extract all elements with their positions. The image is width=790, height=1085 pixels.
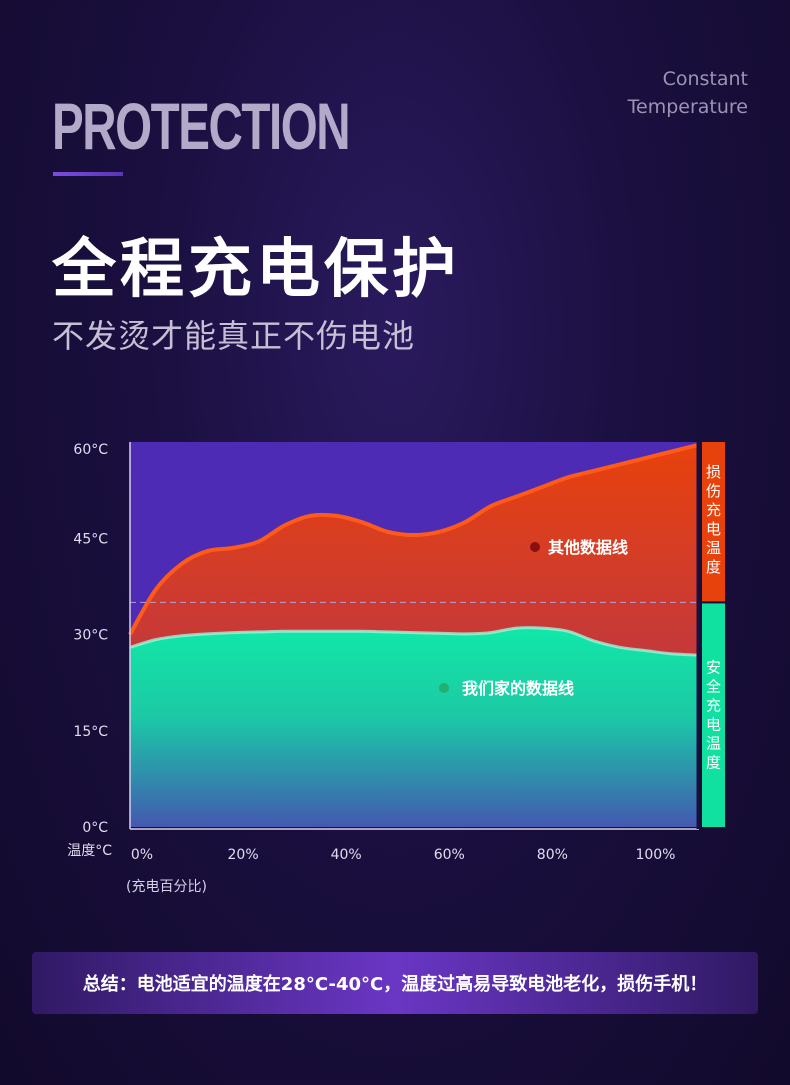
y-tick-label: 0°C — [82, 820, 108, 836]
series-our-area — [130, 627, 697, 827]
series-our-marker — [439, 683, 449, 693]
page-subtitle: 不发烫才能真正不伤电池 — [52, 317, 416, 355]
y-tick-label: 45°C — [73, 531, 108, 547]
x-tick-label: 0% — [131, 847, 153, 863]
page-title: 全程充电保护 — [52, 233, 460, 307]
x-tick-label: 80% — [537, 847, 568, 863]
danger-band-label-char: 充 — [706, 501, 721, 519]
safe-band-label-char: 全 — [706, 677, 721, 695]
corner-caption-line1: Constant — [662, 68, 748, 90]
danger-band-label-char: 温 — [706, 539, 721, 557]
safe-band-label-char: 温 — [706, 734, 721, 752]
x-tick-label: 40% — [331, 847, 362, 863]
y-tick-label: 30°C — [73, 628, 108, 644]
heading-accent-bar — [53, 172, 123, 176]
safe-band-label-char: 度 — [706, 753, 721, 771]
series-other-label: 其他数据线 — [548, 538, 628, 557]
corner-caption-line2: Temperature — [627, 96, 748, 118]
series-our-label: 我们家的数据线 — [462, 679, 574, 698]
series-other-marker — [530, 542, 540, 552]
danger-band — [702, 442, 725, 602]
x-tick-label: 20% — [228, 847, 259, 863]
corner-caption: Constant Temperature — [628, 65, 748, 121]
y-axis-label: 温度°C — [67, 843, 112, 859]
danger-band-label-char: 损 — [706, 463, 721, 481]
summary-banner: 总结：电池适宜的温度在28°C-40°C，温度过高易导致电池老化，损伤手机！ — [32, 952, 758, 1014]
series-our-line — [129, 626, 698, 657]
danger-band-label-char: 电 — [706, 520, 721, 538]
safe-band-label-char: 安 — [706, 658, 721, 676]
temperature-chart: 0°C 15°C 30°C 45°C 60°C 温度°C 0% 20% 40% 60% 80% 100… — [0, 420, 790, 920]
x-axis-label: (充电百分比) — [126, 879, 207, 895]
summary-text: 总结：电池适宜的温度在28°C-40°C，温度过高易导致电池老化，损伤手机！ — [82, 974, 708, 995]
y-tick-label: 15°C — [73, 724, 108, 740]
safe-band-label-char: 电 — [706, 715, 721, 733]
safe-band-label-char: 充 — [706, 696, 721, 714]
series-other-line — [128, 443, 698, 636]
y-tick-label: 60°C — [73, 442, 108, 458]
x-tick-label: 60% — [434, 847, 465, 863]
protection-heading: PROTECTION — [52, 89, 351, 163]
danger-band-label-char: 伤 — [706, 482, 721, 500]
x-tick-label: 100% — [635, 847, 675, 863]
safe-band — [702, 603, 725, 827]
danger-band-label-char: 度 — [706, 558, 721, 576]
chart-svg: 0°C 15°C 30°C 45°C 60°C 温度°C 0% 20% 40% 60% 80% 100… — [67, 442, 725, 895]
